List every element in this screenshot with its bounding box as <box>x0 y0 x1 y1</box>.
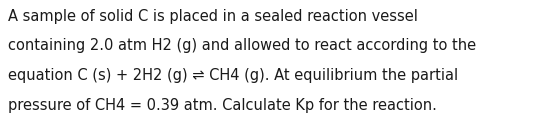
Text: containing 2.0 atm H2 (g) and allowed to react according to the: containing 2.0 atm H2 (g) and allowed to… <box>8 38 477 53</box>
Text: equation C (s) + 2H2 (g) ⇌ CH4 (g). At equilibrium the partial: equation C (s) + 2H2 (g) ⇌ CH4 (g). At e… <box>8 68 459 83</box>
Text: A sample of solid C is placed in a sealed reaction vessel: A sample of solid C is placed in a seale… <box>8 9 418 24</box>
Text: pressure of CH4 = 0.39 atm. Calculate Kp for the reaction.: pressure of CH4 = 0.39 atm. Calculate Kp… <box>8 98 437 113</box>
